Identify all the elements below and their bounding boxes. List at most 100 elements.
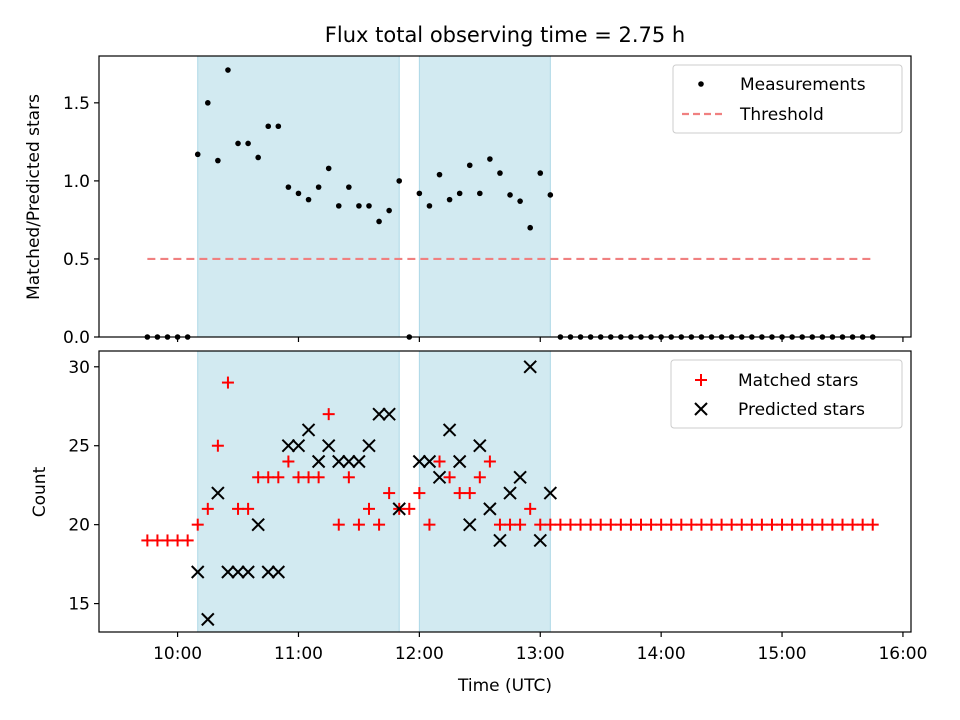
matched-star-point: [272, 471, 285, 484]
matched-star-point: [776, 518, 789, 531]
predicted-star-point: [523, 360, 537, 374]
measurement-point: [517, 198, 523, 204]
measurement-point: [376, 218, 382, 225]
legend-predicted-label: Predicted stars: [738, 400, 865, 420]
measurement-point: [396, 178, 403, 184]
measurement-point: [225, 67, 231, 73]
matched-star-point: [564, 518, 577, 531]
x-tick-label: 15:00: [758, 644, 807, 664]
bottom-y-axis: 15 20 25 30: [68, 358, 99, 615]
matched-star-point: [574, 518, 587, 531]
matched-star-point: [423, 518, 436, 531]
matched-star-point: [554, 518, 567, 531]
top-panel-frame: [98, 55, 912, 338]
predicted-star-point: [422, 454, 437, 469]
top-shaded-intervals: [197, 55, 551, 338]
matched-star-point: [181, 534, 194, 547]
matched-star-point: [342, 471, 355, 484]
measurement-point: [537, 170, 544, 176]
matched-star-point: [645, 518, 658, 531]
bottom-panel-marks: [141, 360, 879, 627]
x-tick-label: 10:00: [153, 644, 202, 664]
matched-star-point: [413, 487, 426, 500]
matched-star-point: [826, 518, 839, 531]
matched-star-point: [715, 518, 728, 531]
predicted-star-point: [241, 565, 255, 579]
predicted-star-point: [463, 517, 477, 532]
matched-star-point: [584, 518, 597, 531]
matched-star-point: [534, 518, 547, 531]
matched-star-point: [725, 518, 738, 531]
matched-star-point: [796, 518, 809, 531]
matched-star-point: [463, 487, 476, 500]
legend-measurements-label: Measurements: [740, 75, 866, 95]
measurement-point: [315, 184, 322, 190]
matched-star-point: [856, 518, 869, 531]
x-tick-label: 16:00: [878, 644, 927, 664]
measurement-point: [215, 157, 221, 164]
legend-matched-label: Matched stars: [738, 371, 858, 391]
matched-star-point: [604, 518, 617, 531]
measurement-point: [456, 190, 463, 197]
predicted-star-point: [332, 454, 346, 469]
predicted-star-point: [352, 454, 366, 469]
predicted-star-point: [513, 470, 527, 484]
matched-star-point: [846, 518, 859, 531]
measurement-point: [305, 196, 312, 203]
measurement-point: [194, 151, 201, 158]
predicted-star-point: [473, 439, 487, 453]
matched-star-point: [302, 471, 315, 484]
matched-star-point: [655, 518, 668, 531]
matched-star-point: [383, 487, 396, 500]
predicted-star-point: [291, 439, 306, 453]
matched-star-point: [403, 502, 416, 515]
measurement-point: [325, 165, 332, 172]
matched-star-point: [685, 518, 698, 531]
matched-star-point: [332, 518, 345, 531]
y-tick-label: 0.5: [63, 250, 90, 270]
measurement-point: [285, 184, 292, 190]
matched-star-point: [483, 455, 496, 468]
matched-star-point: [232, 502, 245, 515]
shaded-interval: [197, 55, 400, 338]
legend-predicted-marker: [694, 402, 708, 416]
predicted-star-point: [533, 533, 547, 548]
measurement-point: [497, 170, 503, 176]
matched-star-point: [735, 518, 748, 531]
predicted-star-point: [372, 407, 386, 421]
predicted-star-point: [412, 454, 427, 469]
matched-star-point: [141, 534, 154, 547]
x-tick-label: 13:00: [516, 644, 565, 664]
bottom-legend-box: [670, 359, 903, 429]
y-tick-label: 15: [68, 595, 90, 615]
matched-star-point: [373, 518, 386, 531]
matched-star-point: [514, 518, 527, 531]
matched-star-point: [504, 518, 517, 531]
matched-star-point: [816, 518, 829, 531]
measurement-point: [275, 123, 282, 130]
matched-star-point: [836, 518, 849, 531]
shaded-interval: [418, 55, 551, 338]
measurement-point: [295, 190, 302, 197]
predicted-star-point: [392, 502, 406, 516]
matched-star-point: [594, 518, 607, 531]
y-tick-label: 0.0: [63, 328, 90, 348]
predicted-star-point: [493, 533, 507, 548]
top-legend-box: [672, 64, 903, 134]
bottom-shaded-intervals: [197, 350, 551, 633]
measurement-point: [386, 207, 392, 214]
x-tick-label: 12:00: [395, 644, 444, 664]
matched-star-point: [292, 471, 305, 484]
matched-star-point: [524, 502, 537, 515]
shaded-interval: [418, 350, 551, 633]
matched-star-point: [635, 518, 648, 531]
predicted-star-point: [452, 454, 467, 469]
measurement-point: [466, 162, 473, 169]
predicted-star-point: [301, 423, 316, 437]
predicted-star-point: [382, 407, 396, 421]
x-axis-label: Time (UTC): [457, 676, 552, 696]
bottom-x-axis: 10:00 11:00 12:00 13:00 14:00 15:00 16:00: [153, 632, 927, 664]
matched-star-point: [221, 376, 234, 389]
